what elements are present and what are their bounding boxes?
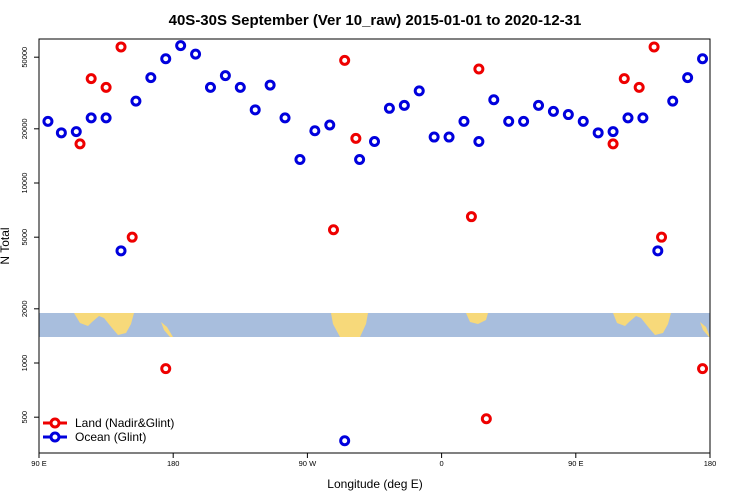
data-point bbox=[428, 131, 440, 143]
y-tick-label: 500 bbox=[20, 411, 29, 424]
data-point bbox=[42, 115, 54, 127]
data-point bbox=[383, 102, 395, 114]
data-point bbox=[682, 72, 694, 84]
series-1 bbox=[42, 40, 709, 447]
x-tick-label: 180 bbox=[704, 459, 717, 468]
data-point bbox=[465, 211, 477, 223]
x-tick-label: 90 E bbox=[568, 459, 583, 468]
data-point bbox=[618, 73, 630, 85]
x-axis: 90 E 180 90 W 0 90 E 180 bbox=[31, 453, 716, 468]
legend-label-land: Land (Nadir&Glint) bbox=[75, 416, 174, 430]
data-point bbox=[249, 104, 261, 116]
data-point bbox=[324, 119, 336, 131]
map-band-ocean bbox=[39, 313, 710, 337]
data-point bbox=[480, 413, 492, 425]
data-point bbox=[309, 125, 321, 137]
plot-frame bbox=[38, 38, 711, 454]
data-point bbox=[622, 112, 634, 124]
data-point bbox=[190, 48, 202, 60]
data-point bbox=[667, 95, 679, 107]
data-point bbox=[55, 127, 67, 139]
data-point bbox=[369, 136, 380, 148]
data-point bbox=[115, 41, 127, 53]
legend-marker-ocean bbox=[49, 431, 61, 443]
data-point bbox=[697, 363, 709, 375]
data-point bbox=[607, 126, 619, 138]
data-point bbox=[413, 85, 425, 97]
data-point bbox=[219, 70, 231, 82]
y-axis-title: N Total bbox=[0, 227, 12, 264]
data-point bbox=[458, 115, 470, 127]
y-tick-label: 20000 bbox=[20, 118, 29, 139]
y-tick-label: 10000 bbox=[20, 173, 29, 194]
y-tick-label: 1000 bbox=[20, 355, 29, 372]
data-point bbox=[473, 136, 485, 148]
data-point bbox=[443, 131, 455, 143]
x-tick-label: 90 W bbox=[299, 459, 317, 468]
data-point bbox=[327, 224, 339, 236]
data-point bbox=[577, 115, 589, 127]
data-point bbox=[503, 115, 515, 127]
data-point bbox=[100, 81, 112, 93]
x-tick-label: 90 E bbox=[31, 459, 46, 468]
data-point bbox=[85, 73, 97, 85]
data-point bbox=[130, 95, 142, 107]
legend-entry-ocean: Ocean (Glint) bbox=[43, 430, 146, 444]
data-point bbox=[398, 99, 410, 111]
data-point bbox=[160, 53, 172, 65]
data-point bbox=[279, 112, 291, 124]
data-point bbox=[234, 81, 246, 93]
data-point bbox=[126, 231, 138, 243]
data-point bbox=[115, 245, 127, 257]
legend-entry-land: Land (Nadir&Glint) bbox=[43, 416, 174, 430]
data-point bbox=[518, 115, 530, 127]
series-0 bbox=[74, 41, 709, 425]
data-point bbox=[339, 54, 351, 66]
data-point bbox=[607, 138, 619, 150]
data-point bbox=[547, 105, 559, 117]
data-point bbox=[145, 72, 157, 84]
data-point bbox=[648, 41, 660, 53]
data-point bbox=[350, 132, 362, 144]
map-band-land bbox=[74, 313, 710, 337]
x-tick-label: 180 bbox=[167, 459, 180, 468]
data-point bbox=[533, 99, 545, 111]
chart-title: 40S-30S September (Ver 10_raw) 2015-01-0… bbox=[169, 12, 582, 29]
data-point bbox=[85, 112, 97, 124]
series-layer bbox=[42, 40, 709, 447]
data-point bbox=[473, 63, 485, 75]
data-point bbox=[339, 435, 351, 447]
y-tick-label: 2000 bbox=[20, 300, 29, 317]
data-point bbox=[264, 79, 276, 91]
data-point bbox=[637, 112, 649, 124]
data-point bbox=[204, 81, 216, 93]
data-point bbox=[652, 245, 664, 257]
data-point bbox=[562, 109, 574, 121]
data-point bbox=[70, 126, 82, 138]
world-map-band bbox=[39, 313, 710, 337]
data-point bbox=[100, 112, 112, 124]
data-point bbox=[160, 363, 172, 375]
legend-label-ocean: Ocean (Glint) bbox=[75, 430, 146, 444]
data-point bbox=[592, 127, 604, 139]
y-axis: 500 1000 2000 5000 10000 20000 50000 bbox=[20, 47, 39, 424]
legend-marker-land bbox=[49, 417, 61, 429]
y-tick-label: 50000 bbox=[20, 47, 29, 68]
data-point bbox=[656, 231, 668, 243]
data-point bbox=[633, 81, 645, 93]
data-point bbox=[488, 94, 500, 106]
y-tick-label: 5000 bbox=[20, 229, 29, 246]
data-point bbox=[354, 154, 366, 166]
x-axis-title: Longitude (deg E) bbox=[327, 477, 422, 491]
data-point bbox=[697, 53, 709, 65]
legend: Land (Nadir&Glint) Ocean (Glint) bbox=[43, 416, 174, 444]
x-tick-label: 0 bbox=[440, 459, 444, 468]
data-point bbox=[294, 154, 306, 166]
data-point bbox=[175, 40, 187, 52]
data-point bbox=[74, 138, 86, 150]
